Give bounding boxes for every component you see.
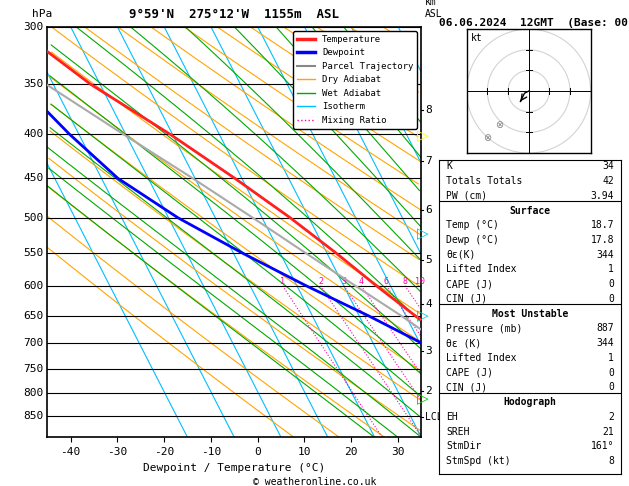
Text: Pressure (mb): Pressure (mb): [447, 323, 523, 333]
Text: 06.06.2024  12GMT  (Base: 00): 06.06.2024 12GMT (Base: 00): [439, 18, 629, 29]
Text: 850: 850: [23, 411, 43, 421]
Text: Mixing Ratio (g/kg): Mixing Ratio (g/kg): [442, 176, 452, 288]
Text: CIN (J): CIN (J): [447, 382, 487, 392]
Text: 0: 0: [608, 279, 614, 289]
Text: 450: 450: [23, 174, 43, 183]
Text: 8: 8: [425, 105, 432, 115]
Text: 650: 650: [23, 311, 43, 321]
Text: 21: 21: [603, 427, 614, 436]
Legend: Temperature, Dewpoint, Parcel Trajectory, Dry Adiabat, Wet Adiabat, Isotherm, Mi: Temperature, Dewpoint, Parcel Trajectory…: [293, 31, 417, 129]
Text: 6: 6: [425, 205, 432, 215]
Text: 344: 344: [596, 250, 614, 260]
Text: 161°: 161°: [591, 441, 614, 451]
Text: Surface: Surface: [509, 206, 551, 215]
Text: LCL: LCL: [425, 412, 443, 422]
Text: 8: 8: [608, 456, 614, 466]
Text: PW (cm): PW (cm): [447, 191, 487, 201]
Text: kt: kt: [470, 33, 482, 43]
Text: 350: 350: [23, 79, 43, 89]
Text: 10: 10: [415, 277, 425, 286]
Text: 887: 887: [596, 323, 614, 333]
Text: Lifted Index: Lifted Index: [447, 353, 517, 363]
Text: 34: 34: [603, 161, 614, 172]
Text: 3: 3: [425, 347, 432, 356]
Text: 0: 0: [608, 367, 614, 378]
Text: 700: 700: [23, 338, 43, 348]
Text: Hodograph: Hodograph: [504, 397, 557, 407]
Text: 4: 4: [425, 299, 432, 309]
Text: StmDir: StmDir: [447, 441, 482, 451]
Text: θε (K): θε (K): [447, 338, 482, 348]
Text: 6: 6: [384, 277, 389, 286]
Text: 344: 344: [596, 338, 614, 348]
Text: $\otimes$: $\otimes$: [495, 119, 504, 130]
Text: SREH: SREH: [447, 427, 470, 436]
Text: 18.7: 18.7: [591, 220, 614, 230]
Text: 42: 42: [603, 176, 614, 186]
Text: ▷: ▷: [417, 309, 428, 323]
Text: ▷: ▷: [417, 391, 428, 406]
Text: Temp (°C): Temp (°C): [447, 220, 499, 230]
Text: 7: 7: [425, 156, 432, 166]
Text: 0: 0: [608, 382, 614, 392]
Text: Most Unstable: Most Unstable: [492, 309, 569, 319]
Text: CAPE (J): CAPE (J): [447, 367, 493, 378]
Text: Lifted Index: Lifted Index: [447, 264, 517, 275]
Text: CAPE (J): CAPE (J): [447, 279, 493, 289]
Text: 8: 8: [403, 277, 408, 286]
X-axis label: Dewpoint / Temperature (°C): Dewpoint / Temperature (°C): [143, 463, 325, 473]
Text: CIN (J): CIN (J): [447, 294, 487, 304]
Text: 3: 3: [342, 277, 347, 286]
Title: 9°59'N  275°12'W  1155m  ASL: 9°59'N 275°12'W 1155m ASL: [130, 8, 339, 21]
Text: 300: 300: [23, 22, 43, 32]
Text: ▷: ▷: [417, 226, 428, 241]
Text: 800: 800: [23, 388, 43, 399]
Text: 1: 1: [608, 264, 614, 275]
Text: 750: 750: [23, 364, 43, 374]
Text: 1: 1: [280, 277, 285, 286]
Text: θε(K): θε(K): [447, 250, 476, 260]
Text: 17.8: 17.8: [591, 235, 614, 245]
Text: 550: 550: [23, 248, 43, 258]
Text: ▷: ▷: [417, 129, 428, 143]
Text: 600: 600: [23, 281, 43, 291]
Text: Totals Totals: Totals Totals: [447, 176, 523, 186]
Text: 400: 400: [23, 129, 43, 139]
Text: $\otimes$: $\otimes$: [482, 132, 492, 143]
Text: 2: 2: [425, 386, 432, 396]
Text: 4: 4: [359, 277, 364, 286]
Text: 500: 500: [23, 213, 43, 223]
Text: Dewp (°C): Dewp (°C): [447, 235, 499, 245]
Text: 0: 0: [608, 294, 614, 304]
Text: K: K: [447, 161, 452, 172]
Text: 5: 5: [425, 255, 432, 265]
Text: km
ASL: km ASL: [425, 0, 443, 18]
Text: EH: EH: [447, 412, 458, 422]
Text: 2: 2: [318, 277, 323, 286]
Text: 1: 1: [608, 353, 614, 363]
Text: 2: 2: [608, 412, 614, 422]
Text: StmSpd (kt): StmSpd (kt): [447, 456, 511, 466]
Text: hPa: hPa: [32, 9, 52, 18]
Text: © weatheronline.co.uk: © weatheronline.co.uk: [253, 477, 376, 486]
Text: 3.94: 3.94: [591, 191, 614, 201]
